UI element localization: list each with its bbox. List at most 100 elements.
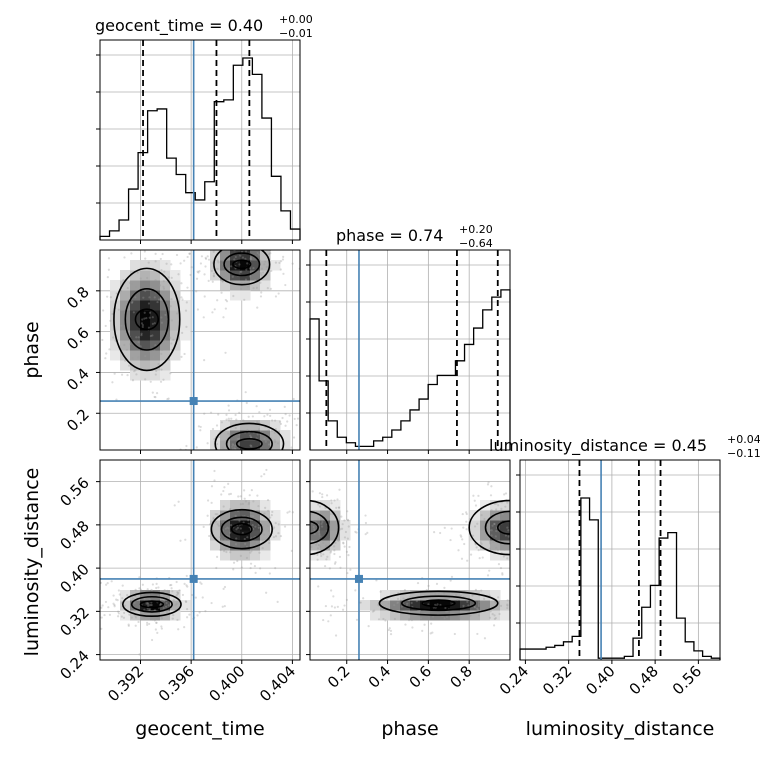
sample-point-pair-geocent_time-phase-200 <box>244 250 248 253</box>
sample-point-pair-phase-luminosity_distance-221 <box>506 526 509 529</box>
density-cell-pair-geocent_time-luminosity_distance-5-6 <box>150 590 161 601</box>
sample-point-pair-phase-luminosity_distance-101 <box>347 519 350 522</box>
sample-point-pair-geocent_time-phase-124 <box>166 340 169 343</box>
density-cell-pair-phase-luminosity_distance-7-5 <box>380 600 391 611</box>
sample-point-pair-geocent_time-phase-198 <box>224 272 227 275</box>
density-cell-pair-geocent_time-phase-8-11 <box>180 330 191 341</box>
sample-point-pair-phase-luminosity_distance-38 <box>324 544 328 547</box>
sample-point-pair-geocent_time-phase-176 <box>252 229 254 231</box>
density-cell-pair-phase-luminosity_distance-18-12 <box>490 530 501 541</box>
title-luminosity-distance-sup: +0.04 <box>727 433 760 446</box>
sample-point-pair-geocent_time-phase-26 <box>141 325 144 329</box>
sample-point-pair-phase-luminosity_distance-467 <box>354 589 357 592</box>
panel-content-pair-geocent_time-luminosity_distance <box>100 460 300 660</box>
sample-point-pair-geocent_time-phase-116 <box>115 398 118 401</box>
sample-point-pair-geocent_time-phase-352 <box>294 465 296 467</box>
sample-point-pair-geocent_time-phase-342 <box>246 428 249 432</box>
sample-point-pair-phase-luminosity_distance-504 <box>467 604 470 607</box>
sample-point-pair-geocent_time-phase-24 <box>154 344 157 347</box>
sample-point-pair-geocent_time-phase-430 <box>255 405 258 408</box>
contour-pair-phase-luminosity_distance-2 <box>310 499 340 556</box>
sample-point-pair-phase-luminosity_distance-70 <box>322 553 325 556</box>
sample-point-pair-phase-luminosity_distance-96 <box>319 552 322 555</box>
density-cell-pair-geocent_time-phase-12-19 <box>220 250 231 261</box>
sample-point-pair-geocent_time-luminosity_distance-177 <box>270 514 273 517</box>
sample-point-pair-phase-luminosity_distance-172 <box>536 539 538 541</box>
sample-point-pair-phase-luminosity_distance-481 <box>434 593 437 596</box>
sample-point-pair-geocent_time-luminosity_distance-11 <box>162 606 165 610</box>
sample-point-pair-phase-luminosity_distance-410 <box>493 614 496 617</box>
sample-point-pair-phase-luminosity_distance-398 <box>402 597 405 600</box>
sample-point-pair-phase-luminosity_distance-213 <box>516 498 518 500</box>
sample-point-pair-phase-luminosity_distance-346 <box>453 632 456 636</box>
sample-point-pair-phase-luminosity_distance-442 <box>345 598 348 601</box>
sample-point-pair-phase-luminosity_distance-104 <box>285 562 287 564</box>
density-cell-pair-phase-luminosity_distance-18-13 <box>490 520 501 531</box>
sample-point-pair-phase-luminosity_distance-91 <box>296 509 298 511</box>
sample-point-pair-geocent_time-phase-27 <box>130 252 133 255</box>
sample-point-pair-geocent_time-luminosity_distance-110 <box>123 604 127 607</box>
sample-point-pair-geocent_time-luminosity_distance-52 <box>165 595 169 599</box>
sample-point-pair-geocent_time-phase-489 <box>266 413 269 416</box>
sample-point-pair-geocent_time-phase-65 <box>123 256 126 259</box>
sample-point-pair-phase-luminosity_distance-383 <box>506 603 509 606</box>
density-cell-pair-geocent_time-phase-13-19 <box>230 250 241 261</box>
sample-point-pair-geocent_time-phase-68 <box>169 336 172 339</box>
sample-point-pair-phase-luminosity_distance-306 <box>476 522 479 525</box>
sample-point-pair-phase-luminosity_distance-9 <box>354 530 357 533</box>
sample-point-pair-phase-luminosity_distance-198 <box>502 555 505 558</box>
sample-point-pair-geocent_time-phase-117 <box>148 316 151 319</box>
sample-point-pair-phase-luminosity_distance-494 <box>404 623 407 626</box>
xtick-label-phase-3: 0.8 <box>446 662 476 692</box>
sample-point-pair-phase-luminosity_distance-480 <box>544 602 546 604</box>
sample-point-pair-geocent_time-luminosity_distance-102 <box>121 597 124 600</box>
sample-point-pair-geocent_time-phase-219 <box>231 275 234 278</box>
density-cell-pair-phase-luminosity_distance-1-14 <box>320 510 331 521</box>
sample-point-pair-geocent_time-luminosity_distance-4 <box>150 588 153 592</box>
sample-point-pair-phase-luminosity_distance-313 <box>489 494 493 497</box>
sample-point-pair-phase-luminosity_distance-496 <box>400 605 403 608</box>
sample-point-pair-geocent_time-phase-318 <box>207 279 210 282</box>
xtick-label-luminosity_distance-0: 0.24 <box>496 662 532 698</box>
sample-point-pair-geocent_time-phase-213 <box>270 269 273 273</box>
sample-point-pair-geocent_time-luminosity_distance-166 <box>172 598 175 602</box>
density-cell-pair-geocent_time-luminosity_distance-7-4 <box>170 610 181 621</box>
sample-point-pair-phase-luminosity_distance-145 <box>335 506 338 509</box>
sample-point-pair-geocent_time-phase-311 <box>240 281 243 285</box>
title-phase-sub: −0.64 <box>459 237 493 250</box>
sample-point-pair-geocent_time-luminosity_distance-151 <box>163 589 166 592</box>
sample-point-pair-geocent_time-luminosity_distance-73 <box>170 587 173 590</box>
sample-point-pair-geocent_time-luminosity_distance-143 <box>160 625 163 628</box>
sample-point-pair-geocent_time-phase-139 <box>130 301 134 304</box>
contour-pair-geocent_time-luminosity_distance-2 <box>121 591 182 618</box>
density-cell-pair-geocent_time-phase-11-1 <box>210 430 221 441</box>
density-cell-pair-phase-luminosity_distance-13-6 <box>440 590 451 601</box>
sample-point-pair-geocent_time-phase-375 <box>191 456 193 458</box>
sample-point-pair-phase-luminosity_distance-331 <box>495 508 498 511</box>
sample-point-pair-geocent_time-luminosity_distance-180 <box>249 514 253 517</box>
sample-point-pair-geocent_time-phase-488 <box>258 411 261 414</box>
title-geocent-time-sup: +0.00 <box>279 13 313 26</box>
sample-point-pair-geocent_time-phase-458 <box>254 471 256 473</box>
sample-point-pair-geocent_time-luminosity_distance-266 <box>239 527 242 530</box>
sample-point-pair-geocent_time-phase-504 <box>250 445 253 448</box>
sample-point-pair-geocent_time-luminosity_distance-81 <box>170 583 173 587</box>
xlabel-phase: phase <box>381 718 438 740</box>
sample-point-pair-phase-luminosity_distance-464 <box>475 607 479 610</box>
density-cell-pair-geocent_time-luminosity_distance-15-13 <box>250 520 261 531</box>
density-cell-pair-phase-luminosity_distance-17-12 <box>480 530 491 541</box>
sample-point-pair-geocent_time-phase-377 <box>268 408 272 412</box>
sample-point-pair-phase-luminosity_distance-183 <box>529 531 531 533</box>
sample-point-pair-geocent_time-phase-347 <box>307 403 309 405</box>
sample-point-pair-geocent_time-phase-177 <box>212 250 215 253</box>
sample-point-pair-phase-luminosity_distance-466 <box>375 579 378 582</box>
sample-point-pair-geocent_time-phase-373 <box>284 413 287 416</box>
sample-point-pair-geocent_time-phase-306 <box>265 236 267 238</box>
sample-point-pair-geocent_time-luminosity_distance-201 <box>224 527 227 530</box>
density-cell-pair-geocent_time-phase-11-17 <box>210 270 221 281</box>
sample-point-pair-phase-luminosity_distance-154 <box>305 499 307 501</box>
sample-point-pair-geocent_time-luminosity_distance-28 <box>113 603 116 607</box>
density-cell-pair-geocent_time-phase-15-16 <box>250 280 261 291</box>
sample-point-pair-geocent_time-luminosity_distance-181 <box>229 531 232 534</box>
sample-point-pair-geocent_time-luminosity_distance-174 <box>274 535 278 538</box>
